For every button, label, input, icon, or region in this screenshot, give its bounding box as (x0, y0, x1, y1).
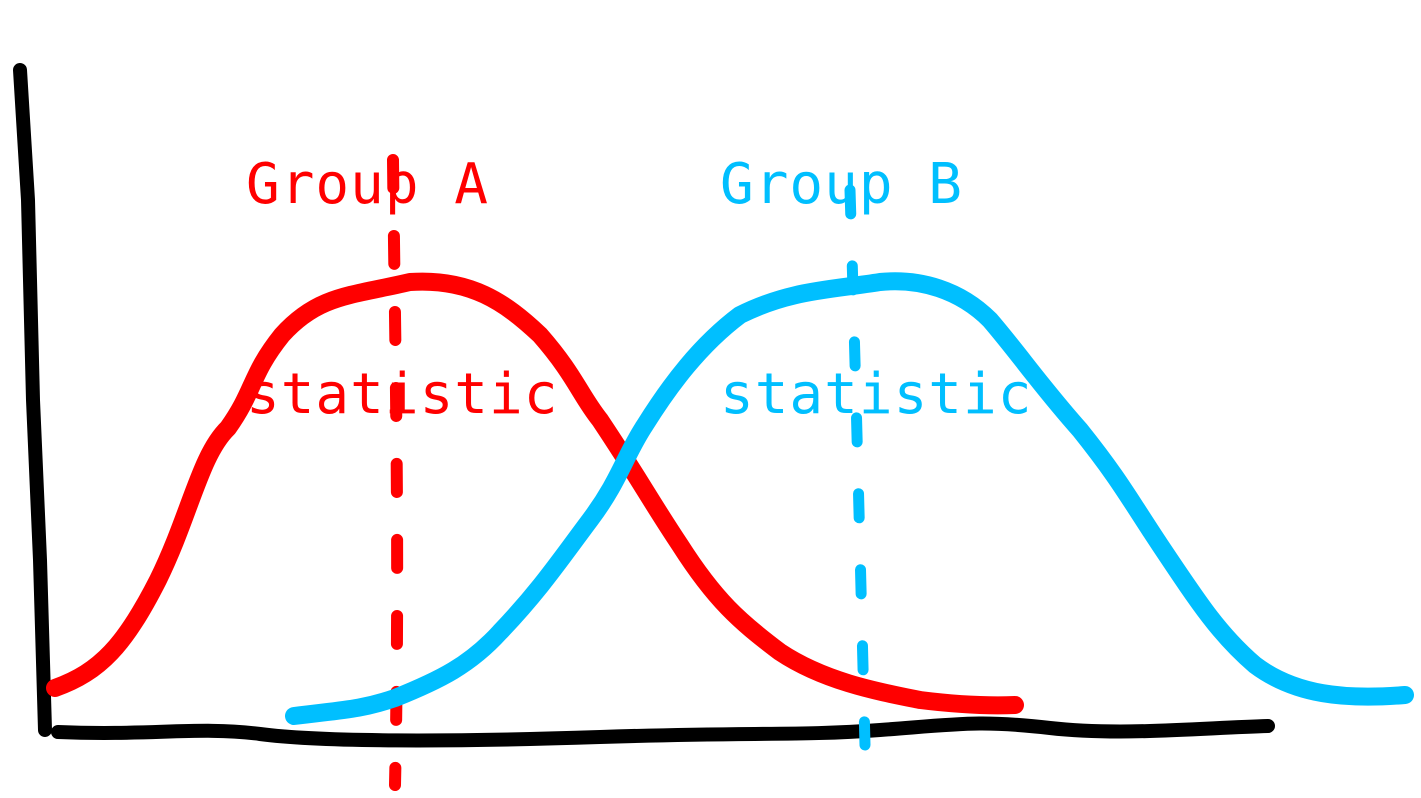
group-a-label-line2: statistic (246, 362, 559, 427)
group-b-curve (285, 272, 1414, 725)
group-b-label-line1: Group B (720, 152, 964, 217)
group-a-curve (46, 272, 1024, 715)
group-b-label: Group B statistic (720, 10, 1032, 570)
group-a-statistic-line (387, 154, 404, 791)
group-b-label-line2: statistic (720, 362, 1033, 427)
x-axis (51, 716, 1275, 748)
y-axis (13, 63, 52, 737)
group-a-label: Group A statistic (246, 10, 558, 570)
group-b-statistic-line (844, 184, 871, 751)
group-a-label-line1: Group A (246, 152, 490, 217)
